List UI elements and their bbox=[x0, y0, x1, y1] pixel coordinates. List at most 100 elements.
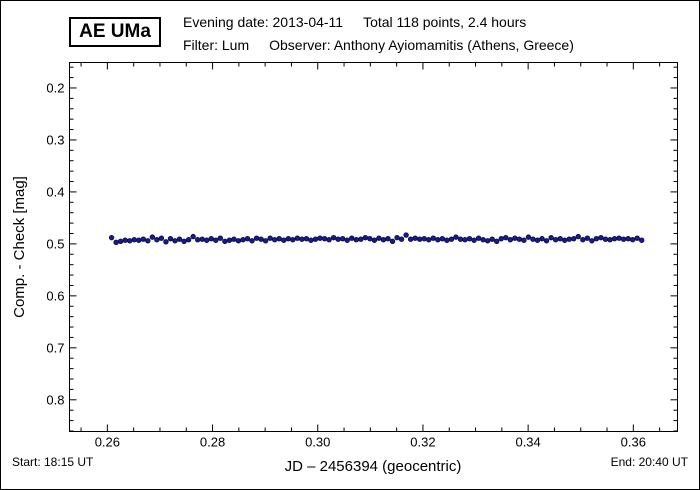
data-point bbox=[113, 239, 119, 246]
tick-layer: 0.26 0.28 0.30 0.32 0.34 0.36 0.2 0.3 0.4 0.5 0.6 0… bbox=[46, 62, 678, 450]
data-point bbox=[466, 235, 473, 242]
data-point bbox=[398, 236, 405, 242]
data-point bbox=[516, 236, 523, 242]
data-point bbox=[231, 236, 237, 242]
data-point bbox=[267, 235, 273, 241]
data-point bbox=[552, 237, 559, 243]
data-point bbox=[326, 237, 332, 243]
data-point bbox=[512, 235, 518, 241]
data-point bbox=[389, 238, 396, 244]
data-point bbox=[580, 237, 586, 243]
y-tick-label: 0.8 bbox=[46, 392, 64, 407]
data-point bbox=[136, 237, 142, 243]
data-point bbox=[634, 235, 640, 241]
end-time-label: End: 20:40 UT bbox=[611, 455, 689, 469]
data-point bbox=[521, 237, 527, 243]
data-point bbox=[294, 235, 301, 241]
data-point bbox=[253, 235, 260, 241]
data-point bbox=[249, 238, 255, 244]
data-point bbox=[303, 235, 310, 242]
data-point bbox=[539, 235, 545, 242]
data-point bbox=[394, 234, 400, 241]
data-point bbox=[258, 236, 264, 242]
plot-area bbox=[69, 62, 678, 432]
data-point bbox=[371, 237, 378, 243]
data-point bbox=[353, 237, 359, 243]
data-point bbox=[244, 235, 251, 242]
data-point bbox=[525, 234, 532, 240]
data-point bbox=[562, 237, 568, 243]
data-point bbox=[575, 233, 581, 240]
data-point bbox=[362, 234, 369, 241]
data-point bbox=[548, 234, 554, 241]
data-point bbox=[421, 235, 427, 242]
data-point bbox=[620, 236, 627, 242]
data-point bbox=[534, 237, 541, 243]
data-point bbox=[498, 235, 504, 242]
data-point bbox=[149, 234, 156, 240]
star-name: AE UMa bbox=[79, 21, 151, 42]
data-point bbox=[367, 235, 373, 242]
x-tick-label: 0.32 bbox=[410, 435, 435, 450]
data-point bbox=[435, 237, 441, 243]
data-point bbox=[117, 238, 124, 244]
data-point bbox=[448, 236, 455, 242]
data-point bbox=[380, 237, 387, 243]
data-point bbox=[145, 238, 151, 244]
data-point bbox=[199, 236, 205, 242]
data-point bbox=[181, 238, 187, 244]
data-point bbox=[589, 238, 595, 244]
data-point bbox=[290, 237, 296, 243]
data-point bbox=[240, 237, 246, 243]
data-point bbox=[471, 237, 477, 243]
data-point bbox=[385, 235, 391, 242]
data-point bbox=[226, 237, 233, 243]
data-point bbox=[602, 236, 609, 242]
data-point bbox=[439, 235, 446, 242]
x-tick-label: 0.26 bbox=[95, 435, 120, 450]
data-point bbox=[616, 235, 622, 241]
data-point bbox=[194, 237, 201, 243]
y-tick-label: 0.3 bbox=[46, 132, 64, 147]
data-point bbox=[122, 237, 128, 243]
data-point bbox=[262, 238, 269, 244]
data-point bbox=[566, 236, 572, 242]
info-line-2: Filter: Lum Observer: Anthony Ayiomamitis… bbox=[183, 37, 574, 53]
data-point bbox=[629, 237, 636, 243]
data-point bbox=[176, 236, 183, 242]
data-point bbox=[457, 236, 464, 242]
data-point bbox=[412, 235, 418, 241]
data-point bbox=[426, 237, 432, 243]
data-point bbox=[358, 236, 364, 242]
data-point bbox=[281, 237, 287, 243]
data-point bbox=[344, 237, 350, 243]
data-point bbox=[403, 232, 409, 238]
x-axis-title: JD – 2456394 (geocentric) bbox=[285, 458, 462, 475]
data-point bbox=[213, 237, 219, 243]
data-point bbox=[462, 237, 468, 243]
data-point bbox=[339, 235, 346, 242]
x-tick-label: 0.34 bbox=[515, 435, 540, 450]
data-point bbox=[543, 238, 550, 244]
data-point bbox=[154, 237, 160, 243]
y-tick-label: 0.6 bbox=[46, 288, 64, 303]
data-point bbox=[131, 237, 137, 243]
data-point bbox=[489, 236, 495, 242]
start-time-label: Start: 18:15 UT bbox=[12, 455, 94, 469]
data-point bbox=[376, 235, 382, 241]
data-point bbox=[285, 235, 291, 242]
data-point bbox=[108, 234, 115, 241]
data-point bbox=[185, 237, 192, 243]
data-point bbox=[127, 238, 133, 244]
data-point bbox=[208, 235, 214, 242]
data-point bbox=[593, 235, 600, 242]
data-point bbox=[312, 236, 319, 242]
data-point bbox=[217, 235, 224, 241]
x-tick-label: 0.30 bbox=[305, 435, 330, 450]
y-tick-label: 0.5 bbox=[46, 236, 64, 251]
total-points: Total 118 points, 2.4 hours bbox=[363, 14, 527, 30]
data-point bbox=[407, 236, 414, 242]
data-point bbox=[335, 236, 341, 242]
data-point bbox=[172, 238, 178, 244]
